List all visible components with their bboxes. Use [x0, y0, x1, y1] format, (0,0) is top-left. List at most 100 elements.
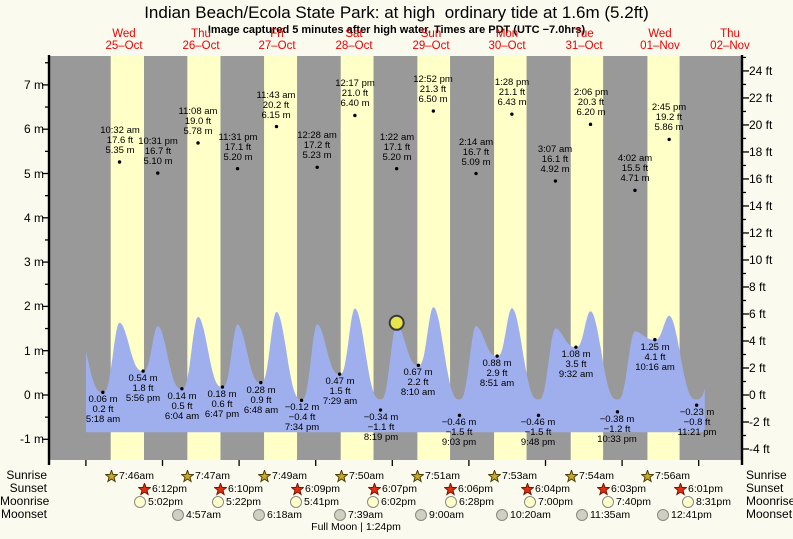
high-tide-label-line: 17.2 ft — [303, 140, 331, 152]
page-subtitle: Image captured 5 minutes after high wate… — [207, 24, 586, 36]
high-tide-dot — [156, 171, 160, 175]
low-tide-label-line: 1.08 m — [561, 349, 591, 360]
low-tide-label-line: 0.47 m — [325, 376, 355, 387]
day-label: Wed 25–Oct — [89, 28, 159, 52]
low-tide-label-line: 6:04 am — [164, 411, 200, 423]
sunset-row-label-right: Sunset — [746, 481, 784, 495]
low-tide-label-line: 9:03 pm — [441, 437, 477, 449]
right-axis-tick-label: 12 ft — [749, 226, 773, 240]
day-label-line: 26–Oct — [182, 40, 220, 52]
moonrise-time: 7:00pm — [538, 496, 574, 508]
day-label-line: 31–Oct — [565, 40, 603, 52]
moonset-moon-icon — [253, 509, 265, 521]
day-label-line: Wed — [648, 28, 672, 40]
sunset-star-icon — [368, 482, 381, 496]
high-tide-label-line: 4:02 am — [617, 153, 653, 164]
sunrise-time: 7:54am — [579, 470, 615, 482]
low-tide-label: −0.23 m −0.8 ft 11:21 pm — [655, 407, 739, 439]
day-label-line: Thu — [191, 28, 211, 40]
high-tide-label-line: 6.20 m — [576, 107, 606, 119]
low-tide-label-line: 9:48 pm — [520, 437, 556, 449]
high-tide-label-line: 16.7 ft — [144, 146, 172, 158]
low-tide-dot — [378, 408, 383, 412]
right-axis-tick-label: 18 ft — [749, 145, 773, 159]
right-axis-tick-label: 24 ft — [749, 64, 773, 78]
right-axis-tick-label: 20 ft — [749, 118, 773, 132]
moonset-row-label-left: Moonset — [0, 507, 47, 521]
low-tide-dot — [653, 337, 657, 342]
high-tide-label: 2:14 am 16.7 ft 5.09 m — [434, 137, 518, 169]
sunset-row-label-left: Sunset — [9, 481, 47, 495]
moonset-time: 6:18am — [267, 509, 303, 521]
right-axis-tick-label: 6 ft — [749, 307, 766, 321]
low-tide-dot — [495, 354, 499, 358]
high-tide-label-line: 11:31 pm — [218, 132, 258, 143]
sunrise-star-icon — [565, 469, 578, 483]
day-label-line: 25–Oct — [105, 40, 143, 52]
day-label-line: 28–Oct — [335, 40, 373, 52]
low-tide-label-line: −1.5 ft — [524, 427, 552, 439]
low-tide-label-line: −0.46 m — [520, 417, 556, 428]
right-axis-tick-label: 14 ft — [749, 199, 773, 213]
low-tide-label: 0.88 m 2.9 ft 8:51 am — [455, 358, 539, 390]
moonrise-row-label-left: Moonrise — [0, 494, 50, 508]
moonrise-entry: 7:40pm — [602, 495, 651, 509]
low-tide-label-line: 0.18 m — [207, 389, 237, 400]
moonset-time: 12:41pm — [671, 509, 712, 521]
low-tide-dot — [337, 372, 342, 376]
moonset-moon-icon — [172, 509, 184, 521]
sunset-star-icon — [521, 482, 534, 496]
low-tide-label-line: 5:56 pm — [125, 393, 161, 405]
sunrise-star-icon — [641, 469, 654, 483]
sunrise-time: 7:47am — [195, 470, 231, 482]
low-tide-label: 0.47 m 1.5 ft 7:29 am — [298, 376, 382, 408]
moonset-moon-icon — [496, 509, 508, 521]
high-tide-label-line: 4.92 m — [540, 164, 570, 176]
day-label-line: 01–Nov — [640, 40, 680, 52]
moonrise-moon-icon — [212, 496, 224, 508]
high-tide-dot — [553, 179, 558, 183]
day-label-line: Mon — [495, 28, 519, 40]
low-tide-dot — [536, 413, 541, 418]
moonrise-entry: 5:41pm — [290, 495, 339, 509]
sunrise-star-icon — [411, 469, 424, 483]
sunset-star-icon — [597, 482, 610, 496]
high-tide-label-line: 20.2 ft — [262, 100, 290, 112]
left-axis-tick-label: 2 m — [23, 299, 44, 313]
high-tide-label-line: 5.35 m — [105, 145, 135, 157]
sunrise-time: 7:53am — [502, 470, 538, 482]
high-tide-label-line: 2:14 am — [458, 137, 494, 148]
day-label: Sat 28–Oct — [319, 28, 389, 52]
low-tide-label-line: 1.5 ft — [329, 386, 351, 398]
sunset-entry: 6:03pm — [597, 482, 646, 496]
sunset-time: 6:10pm — [228, 483, 264, 495]
left-axis-tick-label: 6 m — [23, 122, 44, 136]
moonrise-entry: 6:28pm — [445, 495, 494, 509]
sunrise-time: 7:46am — [119, 470, 155, 482]
sunrise-time: 7:56am — [655, 470, 691, 482]
left-axis-tick-label: 1 m — [23, 344, 44, 358]
high-tide-label-line: 3:07 am — [537, 144, 573, 155]
sunrise-star-icon — [181, 469, 194, 483]
sunrise-star-icon — [411, 469, 424, 483]
moonrise-moon-icon — [682, 496, 694, 508]
high-tide-label: 12:28 am 17.2 ft 5.23 m — [275, 130, 359, 162]
moonrise-time: 5:02pm — [148, 496, 184, 508]
high-tide-label-line: 5.09 m — [461, 157, 491, 169]
low-tide-label-line: 7:29 am — [322, 396, 358, 408]
moonset-time: 9:00am — [429, 509, 465, 521]
high-tide-label-line: 6.50 m — [418, 94, 448, 106]
right-axis-tick-label: 2 ft — [749, 361, 766, 375]
moonset-entry: 7:39am — [334, 508, 383, 522]
high-tide-label: 12:17 pm 21.0 ft 6.40 m — [313, 78, 397, 110]
high-tide-label-line: 12:52 pm — [413, 74, 453, 85]
moonset-moon-icon — [657, 509, 669, 521]
moonrise-time: 6:28pm — [459, 496, 495, 508]
sunset-time: 6:12pm — [152, 483, 188, 495]
sunrise-star-icon — [488, 469, 501, 483]
low-tide-label-line: 10:16 am — [635, 362, 675, 374]
day-label: Thu 02–Nov — [695, 28, 765, 52]
high-tide-label: 11:43 am 20.2 ft 6.15 m — [234, 90, 318, 122]
high-tide-label-line: 1:22 am — [379, 132, 415, 143]
sunset-time: 6:07pm — [382, 483, 418, 495]
